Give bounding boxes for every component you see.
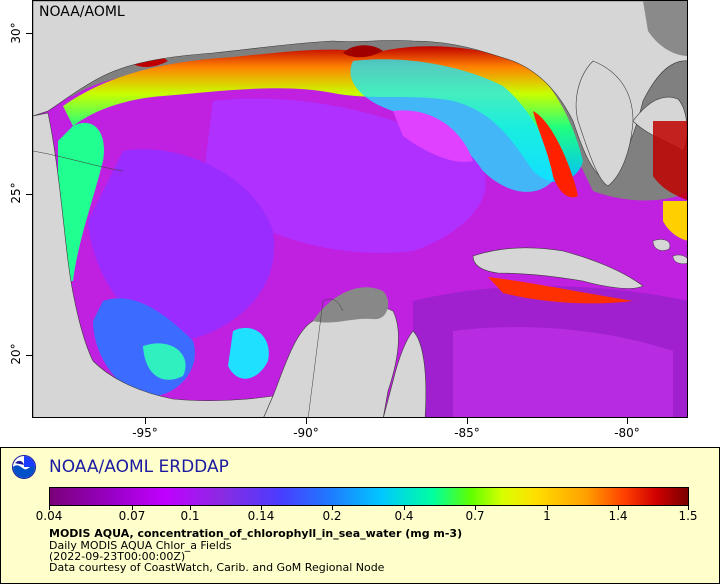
colorbar-tick — [618, 506, 619, 510]
noaa-logo-icon — [12, 455, 36, 479]
lon-label-85: -85° — [454, 426, 480, 440]
colorbar-tick — [688, 506, 689, 510]
colorbar-tick — [132, 506, 133, 510]
colorbar — [49, 487, 689, 506]
map-watermark: NOAA/AOML — [39, 4, 125, 20]
colorbar-tick — [261, 506, 262, 510]
colorbar-label: 0.14 — [247, 509, 275, 523]
map-area[interactable]: NOAA/AOML — [32, 0, 688, 418]
time-caption: (2022-09-23T00:00:00Z) — [49, 550, 186, 563]
colorbar-label: 1.4 — [608, 509, 628, 523]
lat-tick — [26, 355, 32, 356]
lat-label-20: 20° — [9, 343, 23, 365]
chlorophyll-map — [33, 1, 687, 417]
colorbar-label: 0.2 — [322, 509, 342, 523]
credit-caption: Data courtesy of CoastWatch, Carib. and … — [49, 561, 385, 574]
colorbar-tick — [404, 506, 405, 510]
lon-label-80: -80° — [614, 426, 640, 440]
colorbar-label: 0.4 — [394, 509, 414, 523]
colorbar-tick — [475, 506, 476, 510]
colorbar-label: 0.7 — [465, 509, 485, 523]
legend-title: NOAA/AOML ERDDAP — [49, 457, 229, 477]
colorbar-tick — [49, 506, 50, 510]
lon-tick — [306, 418, 307, 424]
lat-tick — [26, 194, 32, 195]
lon-tick — [627, 418, 628, 424]
colorbar-label: 0.07 — [118, 509, 146, 523]
lon-label-90: -90° — [293, 426, 319, 440]
legend-panel: NOAA/AOML ERDDAP 0.04 0.07 0.1 0.14 0.2 … — [0, 447, 720, 584]
colorbar-label: 1 — [543, 509, 551, 523]
colorbar-label: 1.5 — [678, 509, 698, 523]
colorbar-label: 0.1 — [180, 509, 200, 523]
colorbar-tick — [190, 506, 191, 510]
dataset-caption: Daily MODIS AQUA Chlor_a Fields — [49, 539, 232, 552]
lat-label-30: 30° — [9, 22, 23, 44]
colorbar-label: 0.04 — [35, 509, 63, 523]
lat-label-25: 25° — [9, 182, 23, 204]
lon-tick — [467, 418, 468, 424]
colorbar-tick — [332, 506, 333, 510]
lat-tick — [26, 33, 32, 34]
lon-label-95: -95° — [132, 426, 158, 440]
variable-caption: MODIS AQUA, concentration_of_chlorophyll… — [49, 527, 463, 540]
lon-tick — [145, 418, 146, 424]
colorbar-tick — [547, 506, 548, 510]
